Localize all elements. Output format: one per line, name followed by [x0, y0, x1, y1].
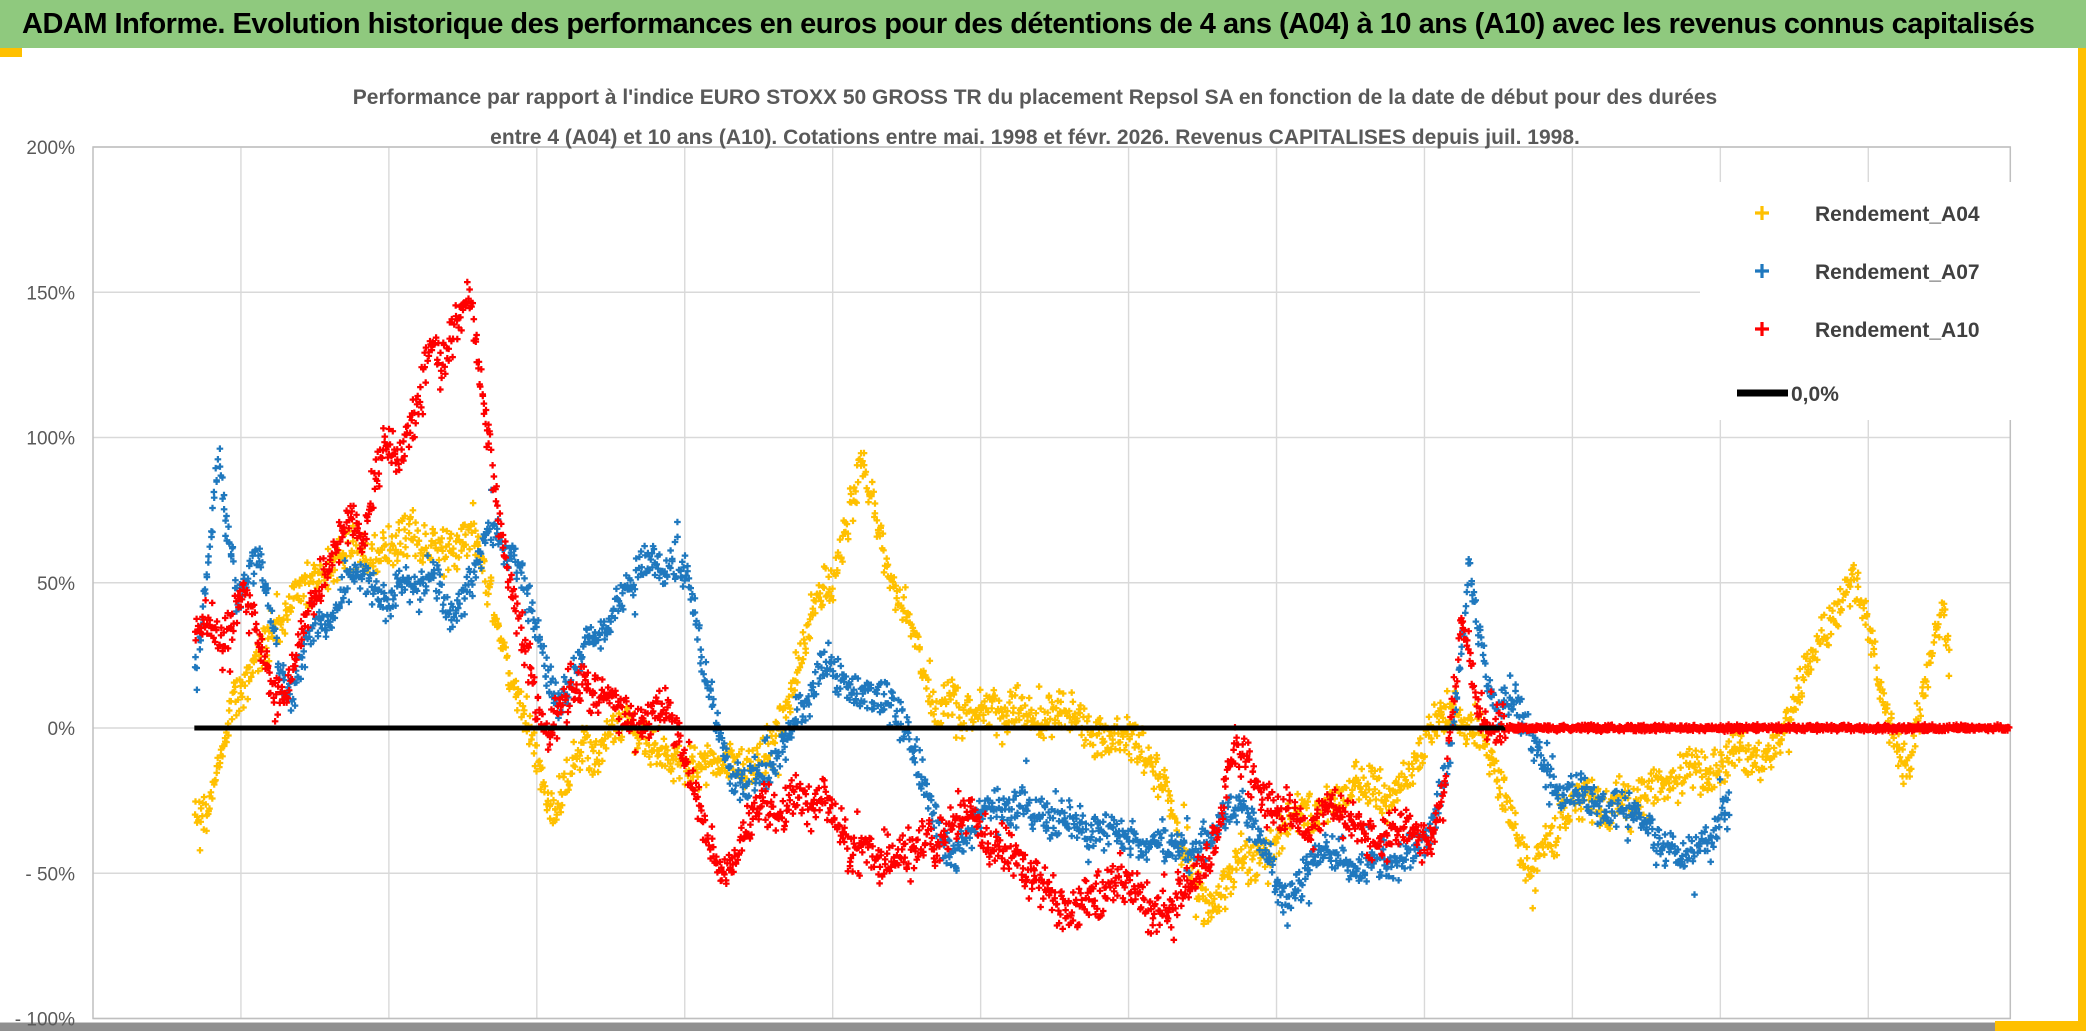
gold-accent-right-edge	[2078, 48, 2086, 1031]
legend-marker-plus-icon	[1755, 264, 1769, 278]
report-title: ADAM Informe. Evolution historique des p…	[22, 7, 2035, 40]
y-axis-tick-label: 150%	[26, 283, 75, 304]
scatter-series-rendement_a07	[191, 445, 1733, 929]
bottom-gray-bar	[0, 1022, 2086, 1031]
chart-legend: Rendement_A04 Rendement_A07 Rendement_A10 0…	[1700, 182, 2012, 420]
performance-chart: 200%150%100%50%0%- 50%- 100%01/01/199701…	[15, 86, 2013, 1031]
scatter-series-rendement_a04	[191, 449, 1953, 928]
y-axis-tick-label: - 50%	[25, 864, 75, 885]
gold-accent-top-left	[0, 48, 22, 57]
chart-gridlines	[92, 146, 2012, 1020]
legend-item: Rendement_A04	[1755, 203, 1980, 226]
legend-marker-plus-icon	[1755, 322, 1769, 336]
plot-border	[92, 146, 2012, 1020]
report-title-bar: ADAM Informe. Evolution historique des p…	[0, 0, 2086, 48]
chart-title-line2: entre 4 (A04) et 10 ans (A10). Cotations…	[490, 126, 1580, 149]
chart-title-line1: Performance par rapport à l'indice EURO …	[353, 86, 1717, 109]
chart-series-layer	[191, 278, 2013, 944]
y-axis-tick-label: 0%	[48, 719, 76, 740]
y-axis-tick-label: 50%	[37, 574, 75, 595]
legend-item: Rendement_A07	[1755, 261, 1980, 284]
legend-marker-plus-icon	[1755, 206, 1769, 220]
legend-item-label: Rendement_A07	[1815, 261, 1980, 284]
legend-background	[1700, 182, 2012, 420]
y-axis-tick-label: - 100%	[15, 1010, 75, 1031]
gold-accent-bottom-right	[1995, 1021, 2086, 1031]
scatter-series-rendement_a10-flat-zero	[1503, 721, 2013, 735]
legend-item-label: Rendement_A04	[1815, 203, 1980, 226]
chart-axis-labels: 200%150%100%50%0%- 50%- 100%01/01/199701…	[15, 138, 76, 1031]
legend-item-label: 0,0%	[1791, 383, 1839, 406]
y-axis-tick-label: 100%	[26, 429, 75, 450]
y-axis-tick-label: 200%	[26, 138, 75, 159]
legend-item: Rendement_A10	[1755, 319, 1980, 342]
legend-item: 0,0%	[1737, 383, 1839, 406]
legend-item-label: Rendement_A10	[1815, 319, 1980, 342]
